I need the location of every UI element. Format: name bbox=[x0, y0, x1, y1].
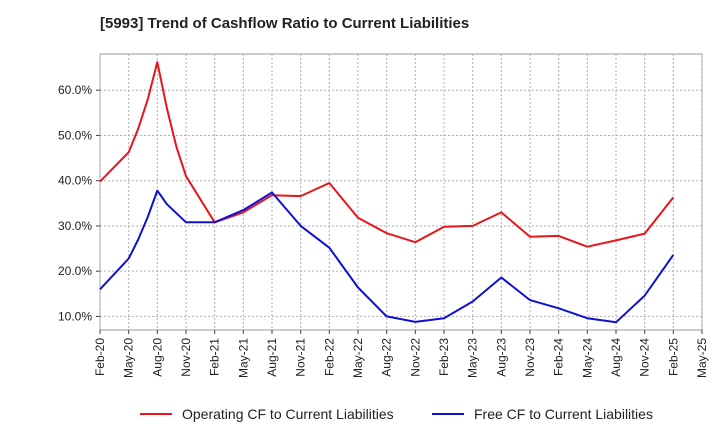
x-tick-label: Aug-24 bbox=[609, 338, 623, 377]
x-tick-label: Nov-23 bbox=[523, 338, 537, 377]
x-tick-label: Feb-24 bbox=[552, 338, 566, 376]
x-tick-label: Nov-22 bbox=[408, 338, 422, 377]
series-line-1 bbox=[99, 61, 675, 248]
y-tick-label: 60.0% bbox=[58, 83, 92, 97]
chart-title: [5993] Trend of Cashflow Ratio to Curren… bbox=[100, 15, 470, 32]
series-line-2 bbox=[99, 189, 675, 324]
x-tick-label: Feb-20 bbox=[93, 338, 107, 376]
grid-layer bbox=[99, 54, 703, 330]
x-tick-label: May-24 bbox=[580, 338, 594, 378]
x-tick-label: Feb-21 bbox=[208, 338, 222, 376]
x-tick-label: May-21 bbox=[236, 338, 250, 378]
y-tick-label: 50.0% bbox=[58, 128, 92, 142]
x-tick-label: Feb-23 bbox=[437, 338, 451, 376]
x-tick-label: May-23 bbox=[466, 338, 480, 378]
x-axis: Feb-20 May-20 Aug-20 Nov-20 Feb-21 May-21 Aug-… bbox=[93, 330, 709, 378]
x-tick-label: Aug-21 bbox=[265, 338, 279, 377]
legend-label-1: Operating CF to Current Liabilities bbox=[182, 406, 394, 422]
x-tick-label: May-22 bbox=[351, 338, 365, 378]
plot-frame bbox=[99, 53, 703, 331]
y-tick-label: 40.0% bbox=[58, 174, 92, 188]
x-tick-label: Aug-23 bbox=[494, 338, 508, 377]
x-tick-label: Aug-20 bbox=[150, 338, 164, 377]
y-axis: 10.0% 20.0% 30.0% 40.0% 50.0% 60.0% bbox=[58, 83, 100, 323]
y-tick-label: 20.0% bbox=[58, 264, 92, 278]
x-tick-label: Nov-20 bbox=[179, 338, 193, 377]
legend-label-2: Free CF to Current Liabilities bbox=[474, 406, 653, 422]
x-tick-label: May-20 bbox=[122, 338, 136, 378]
y-tick-label: 30.0% bbox=[58, 219, 92, 233]
x-tick-label: Feb-22 bbox=[322, 338, 336, 376]
x-tick-label: Feb-25 bbox=[666, 338, 680, 376]
x-tick-label: Aug-22 bbox=[380, 338, 394, 377]
y-tick-label: 10.0% bbox=[58, 309, 92, 323]
x-tick-label: May-25 bbox=[695, 338, 709, 378]
series-layer bbox=[99, 61, 675, 324]
x-tick-label: Nov-24 bbox=[638, 338, 652, 377]
x-tick-label: Nov-21 bbox=[294, 338, 308, 377]
legend: Operating CF to Current Liabilities Free … bbox=[140, 406, 653, 422]
